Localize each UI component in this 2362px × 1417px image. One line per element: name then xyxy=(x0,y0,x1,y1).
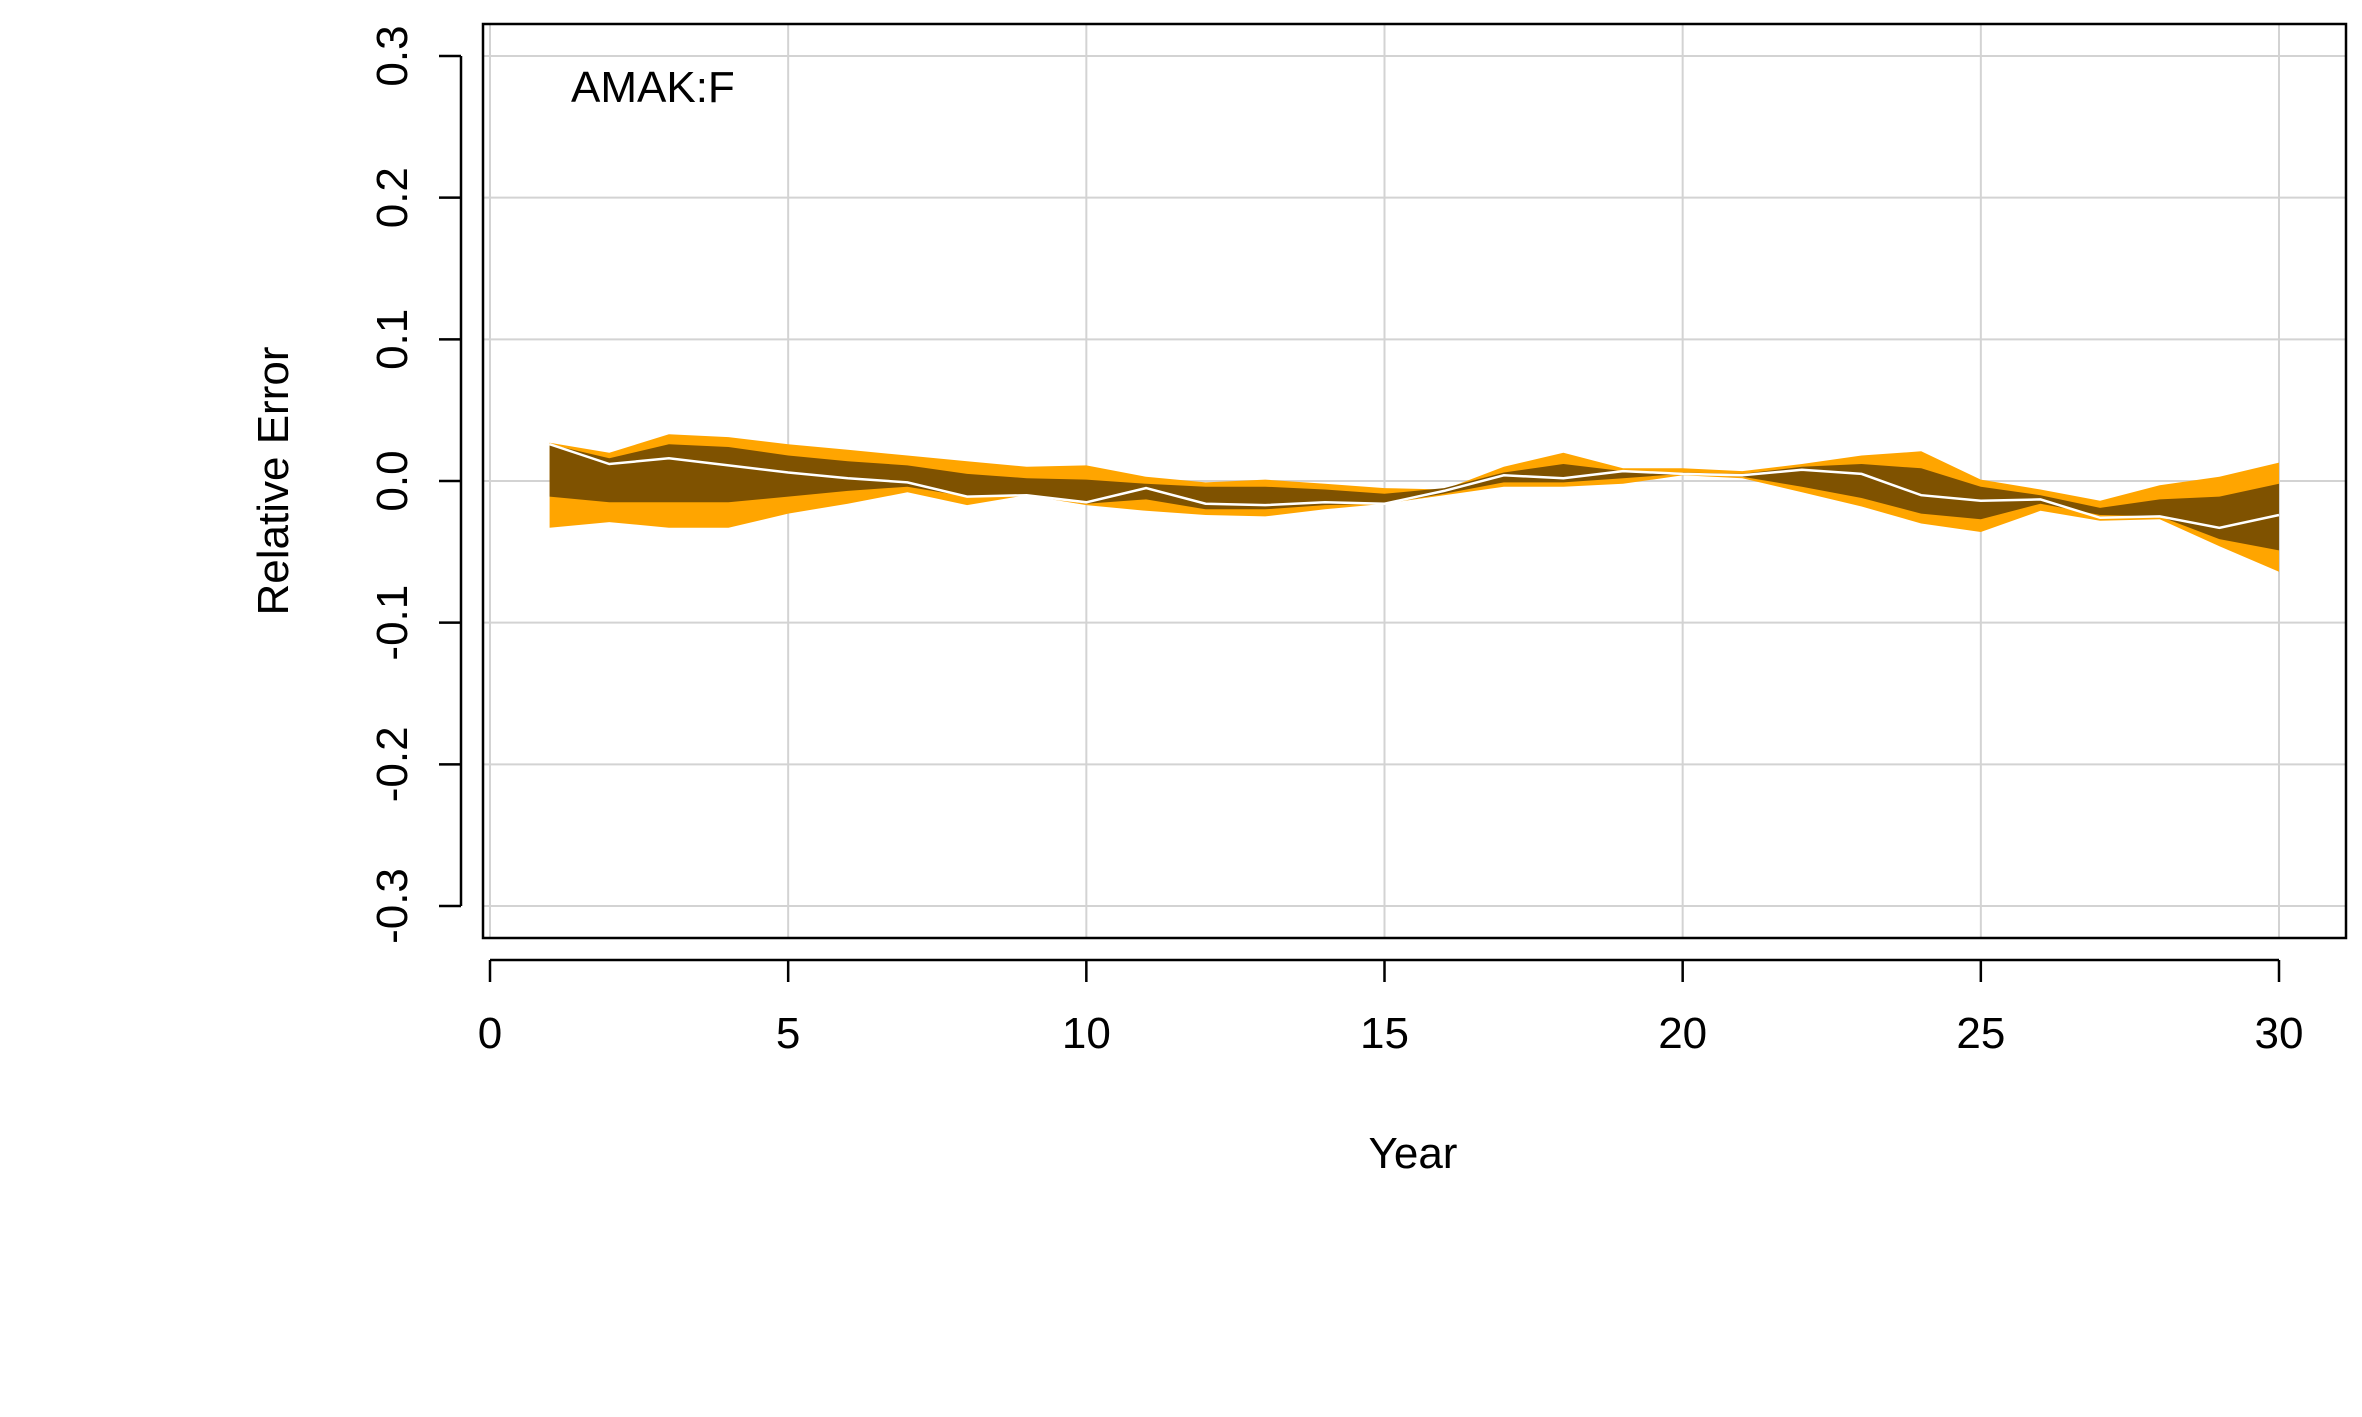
y-tick-label-3: 0.0 xyxy=(368,450,417,511)
median-line-group xyxy=(549,443,2280,530)
series-annotation: AMAK:F xyxy=(571,63,735,112)
y-tick-label-6: 0.3 xyxy=(368,25,417,86)
y-tick-label-0: -0.3 xyxy=(368,868,417,944)
x-tick-label-30: 30 xyxy=(2255,1009,2304,1058)
x-axis-title: Year xyxy=(1369,1129,1458,1178)
x-axis: 0 5 10 15 20 25 30 xyxy=(478,958,2304,1058)
y-tick-label-2: -0.1 xyxy=(368,585,417,661)
y-tick-label-5: 0.2 xyxy=(368,167,417,228)
y-axis: -0.3 -0.2 -0.1 0.0 0.1 0.2 0.3 xyxy=(368,25,463,944)
y-axis-title: Relative Error xyxy=(249,347,298,616)
x-tick-label-0: 0 xyxy=(478,1009,502,1058)
median-line xyxy=(549,443,2280,530)
y-tick-label-1: -0.2 xyxy=(368,726,417,802)
x-tick-label-20: 20 xyxy=(1658,1009,1707,1058)
x-tick-label-25: 25 xyxy=(1956,1009,2005,1058)
x-tick-label-10: 10 xyxy=(1062,1009,1111,1058)
plot-frame xyxy=(481,22,2348,940)
y-tick-label-4: 0.1 xyxy=(368,309,417,370)
x-tick-label-5: 5 xyxy=(776,1009,800,1058)
x-tick-label-15: 15 xyxy=(1360,1009,1409,1058)
